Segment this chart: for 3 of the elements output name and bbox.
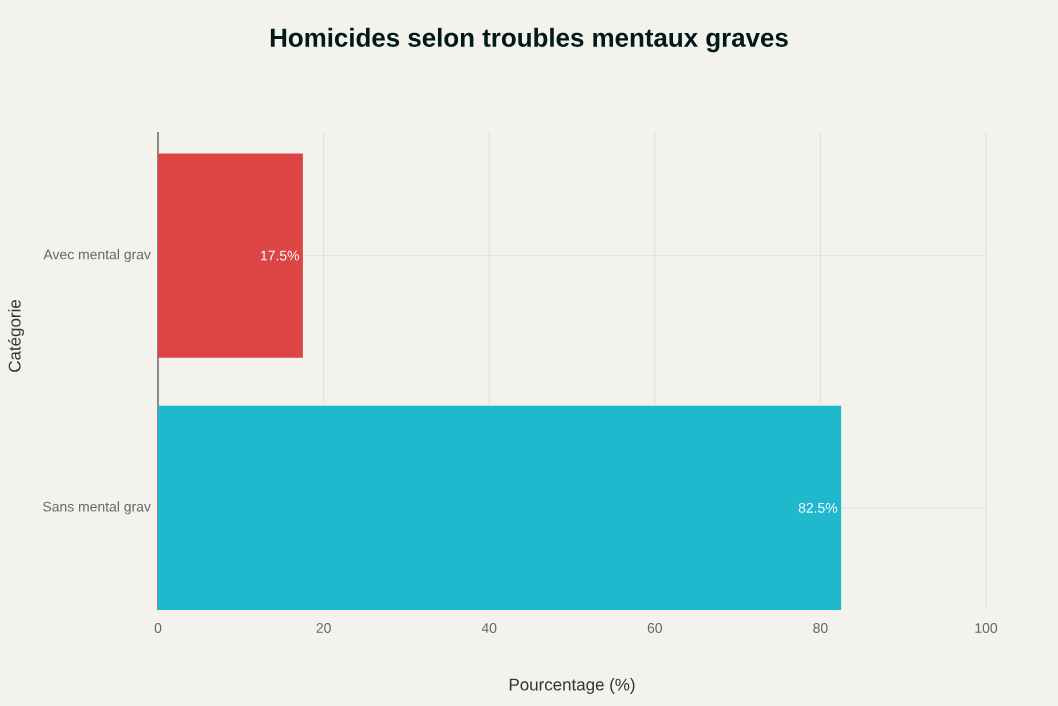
- chart-title: Homicides selon troubles mentaux graves: [270, 27, 788, 53]
- y-axis-title: Catégorie: [8, 300, 24, 372]
- x-axis-title: Pourcentage (%): [509, 678, 635, 694]
